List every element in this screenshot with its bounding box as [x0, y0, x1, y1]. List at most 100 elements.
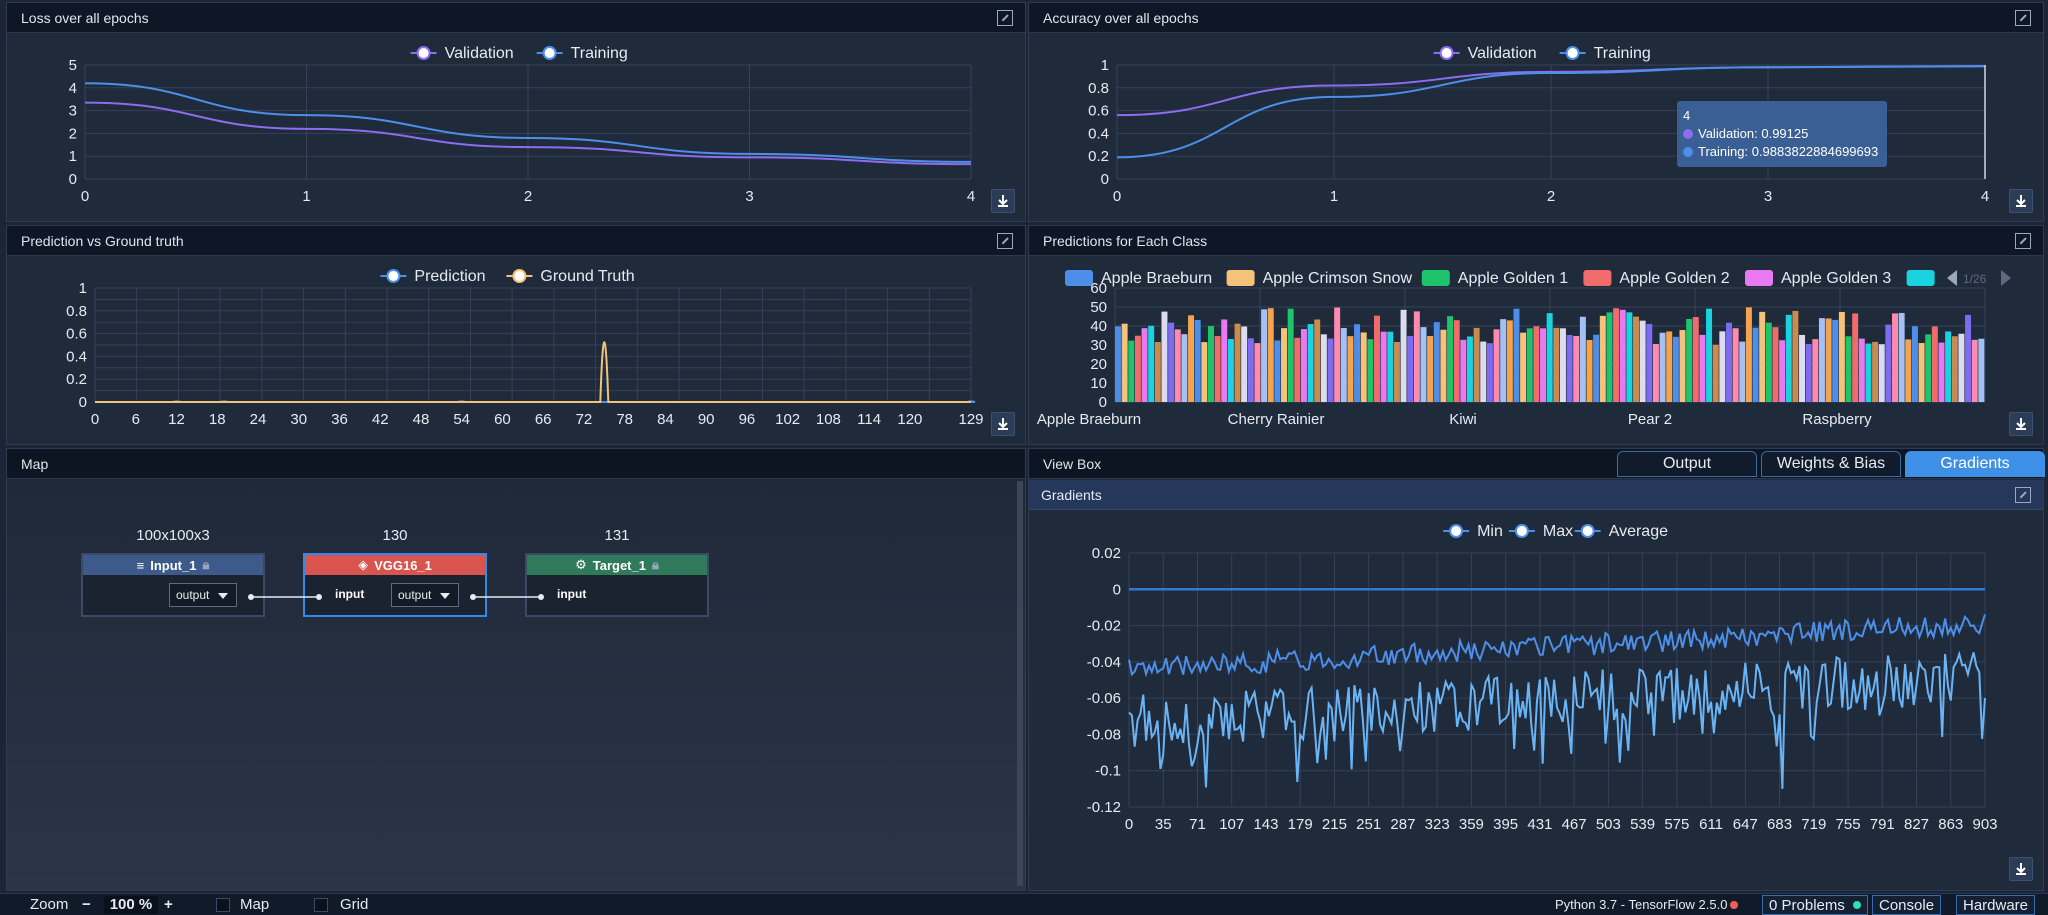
x-tick-label: 827 [1904, 816, 1929, 833]
class-bar [1241, 326, 1248, 402]
expand-icon[interactable] [997, 10, 1013, 26]
x-tick-label: 0 [1125, 816, 1133, 833]
output-port-select[interactable]: output [169, 583, 237, 607]
series-line [84, 101, 972, 166]
y-tick-label: -0.04 [1087, 654, 1121, 671]
lock-icon: 🔒︎ [202, 557, 210, 572]
expand-icon[interactable] [2015, 10, 2031, 26]
status-bar: Zoom − 100 % + Map Grid Python 3.7 - Ten… [0, 893, 2048, 915]
accuracy-panel: Accuracy over all epochs Validation Train… [1028, 2, 2044, 222]
x-tick-label: 719 [1801, 816, 1826, 833]
problems-button[interactable]: 0 Problems [1762, 895, 1868, 915]
node-name: VGG16_1 [374, 557, 432, 573]
class-bar [1407, 335, 1414, 402]
node-vgg16[interactable]: ◈ VGG16_1 input output [303, 553, 487, 617]
map-checkbox[interactable] [216, 898, 230, 912]
class-bar [1294, 337, 1301, 402]
expand-icon[interactable] [2015, 233, 2031, 249]
zoom-out-button[interactable]: − [82, 896, 91, 913]
class-bar [1440, 329, 1447, 402]
tab-gradients[interactable]: Gradients [1905, 451, 2045, 477]
class-bar [1872, 341, 1879, 402]
class-bar [1759, 311, 1766, 402]
node-target[interactable]: ⚙ Target_1 🔒︎ input [525, 553, 709, 617]
x-tick-label: 251 [1356, 816, 1381, 833]
x-tick-label: 54 [453, 411, 470, 428]
env-label: Python 3.7 - TensorFlow 2.5.0 [1555, 897, 1728, 912]
class-bar [1447, 316, 1454, 402]
ok-dot-icon [1852, 901, 1861, 909]
x-tick-label: 3 [1764, 188, 1772, 205]
download-button[interactable] [2009, 412, 2033, 436]
class-bar [1453, 320, 1460, 402]
chevron-left-icon [1947, 270, 1957, 286]
zoom-in-button[interactable]: + [164, 896, 173, 913]
class-bar [1148, 325, 1155, 402]
class-bar [1925, 334, 1932, 402]
output-port-select[interactable]: output [391, 583, 459, 607]
class-bar [1188, 315, 1195, 402]
class-bar [1785, 314, 1792, 402]
x-tick-label: 215 [1322, 816, 1347, 833]
class-bar [1898, 312, 1905, 402]
class-bar [1732, 328, 1739, 402]
download-button[interactable] [991, 412, 1015, 436]
chevron-down-icon [440, 593, 450, 599]
loss-panel: Loss over all epochs Validation Training 0… [6, 2, 1026, 222]
class-bar [1287, 308, 1294, 402]
x-tick-label: 143 [1253, 816, 1278, 833]
grid-checkbox[interactable] [314, 898, 328, 912]
tab-weights-bias[interactable]: Weights & Bias [1761, 451, 1901, 477]
class-bar [1905, 339, 1912, 402]
node-input[interactable]: ≡ Input_1 🔒︎ output [81, 553, 265, 617]
average-series-line [1128, 614, 1986, 678]
class-bar [1320, 334, 1327, 402]
download-button[interactable] [991, 189, 1015, 213]
tab-output[interactable]: Output [1617, 451, 1757, 477]
class-bar [1307, 324, 1314, 402]
model-icon: ◈ [358, 557, 369, 572]
class-bar [1480, 341, 1487, 402]
x-tick-label: 683 [1767, 816, 1792, 833]
expand-icon[interactable] [2015, 487, 2031, 503]
legend-label: Prediction [414, 268, 485, 285]
legend-label: Max [1543, 523, 1573, 540]
y-tick-label: -0.1 [1095, 763, 1121, 780]
gradients-title: Gradients [1041, 486, 1102, 503]
node-connections [248, 594, 544, 600]
x-tick-label: 60 [494, 411, 511, 428]
y-tick-label: -0.12 [1087, 799, 1121, 816]
class-bar [1254, 343, 1261, 402]
class-bar [1739, 341, 1746, 402]
prediction-panel: Prediction vs Ground truth Prediction Gro… [6, 225, 1026, 445]
legend-swatch [1745, 270, 1773, 286]
y-tick-label: 0.8 [66, 303, 87, 320]
input-port[interactable]: input [557, 587, 587, 601]
download-button[interactable] [2009, 857, 2033, 881]
legend-label: Apple Golden 3 [1781, 270, 1891, 287]
expand-icon[interactable] [997, 233, 1013, 249]
zoom-value-field[interactable]: 100 % [104, 896, 158, 914]
class-bar [1274, 340, 1281, 402]
hardware-button[interactable]: Hardware [1956, 895, 2036, 915]
class-bar [1619, 309, 1626, 402]
scrollbar[interactable] [1017, 481, 1023, 886]
input-port[interactable]: input [335, 587, 365, 601]
problems-label: 0 Problems [1769, 896, 1845, 914]
class-bar [1327, 338, 1334, 402]
class-bar [1779, 340, 1786, 402]
download-icon [2016, 863, 2026, 875]
x-tick-label: 48 [413, 411, 430, 428]
class-bar-chart: Apple Braeburn Apple Crimson Snow Apple Go… [1037, 270, 2011, 428]
legend-label: Apple Crimson Snow [1263, 270, 1413, 287]
y-tick-label: 0.2 [1088, 148, 1109, 165]
x-tick-label: 6 [132, 411, 140, 428]
console-button[interactable]: Console [1872, 895, 1942, 915]
x-tick-label: 71 [1189, 816, 1206, 833]
legend-swatch [1226, 270, 1255, 286]
y-tick-label: -0.02 [1087, 618, 1121, 635]
download-button[interactable] [2009, 189, 2033, 213]
node-name: Input_1 [150, 557, 197, 573]
class-bar [1818, 318, 1825, 402]
node-dims: 100x100x3 [136, 527, 210, 544]
